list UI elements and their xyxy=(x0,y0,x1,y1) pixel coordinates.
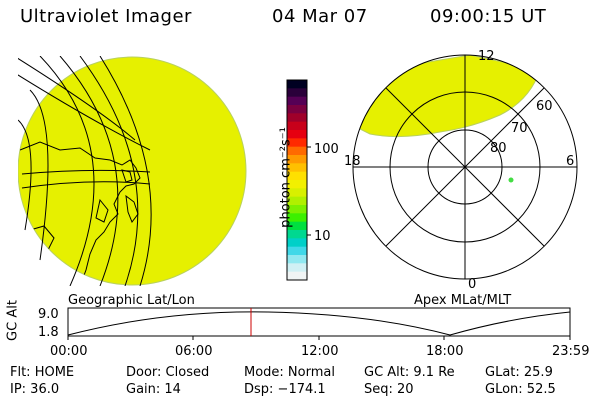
colorbar-segment xyxy=(287,171,307,181)
left-panel-caption: Geographic Lat/Lon xyxy=(68,293,195,308)
mlt-label-12: 12 xyxy=(478,49,495,64)
colorbar-segment xyxy=(287,88,307,98)
lat-label-70: 70 xyxy=(511,121,528,136)
colorbar-tick-100: 100 xyxy=(314,142,339,157)
altitude-frame xyxy=(67,307,571,337)
lat-label-80: 80 xyxy=(490,141,507,156)
info-ip: IP: 36.0 xyxy=(10,382,60,397)
colorbar-segment xyxy=(287,221,307,231)
meridian-diag-2 xyxy=(385,87,545,247)
altitude-curve xyxy=(67,311,571,336)
xtick-2359: 23:59 xyxy=(552,344,590,359)
time-label: 09:00:15 UT xyxy=(430,6,547,27)
altitude-ylabel: GC Alt xyxy=(5,300,21,341)
colorbar-segment xyxy=(287,138,307,148)
xtick-1800: 18:00 xyxy=(426,344,464,359)
colorbar-border xyxy=(286,79,308,281)
colorbar-segment xyxy=(287,121,307,131)
info-gain: Gain: 14 xyxy=(126,382,181,397)
info-mode: Mode: Normal xyxy=(244,365,335,380)
mlt-label-0: 0 xyxy=(468,277,476,292)
lat-label-60: 60 xyxy=(536,99,553,114)
polar-plot: 12 0 18 6 60 70 80 xyxy=(344,49,578,292)
info-dsp: Dsp: −174.1 xyxy=(244,382,326,397)
xtick-0600: 06:00 xyxy=(175,344,213,359)
observation-dot xyxy=(508,177,514,183)
date-label: 04 Mar 07 xyxy=(272,6,368,27)
colorbar-unit-label: photon cm⁻²s⁻¹ xyxy=(278,127,294,228)
colorbar-segment xyxy=(287,196,307,206)
info-glat: GLat: 25.9 xyxy=(485,365,553,380)
info-gc-alt: GC Alt: 9.1 Re xyxy=(364,365,455,380)
lat-lon-grid xyxy=(18,56,152,286)
colorbar-segment xyxy=(287,130,307,139)
geographic-map xyxy=(18,56,247,286)
mlt-label-6: 6 xyxy=(566,154,574,169)
colorbar-tick-10: 10 xyxy=(314,229,331,244)
info-flight: Flt: HOME xyxy=(10,365,75,380)
altitude-plot xyxy=(67,307,571,340)
altitude-xticks xyxy=(67,336,571,340)
colorbar-segment xyxy=(287,238,307,248)
instrument-title: Ultraviolet Imager xyxy=(20,6,192,27)
altitude-ytick-min: 1.8 xyxy=(38,325,59,340)
colorbar-segment xyxy=(287,180,307,189)
colorbar-segment xyxy=(287,213,307,223)
info-glon: GLon: 52.5 xyxy=(485,382,556,397)
colorbar xyxy=(286,79,311,281)
coastlines xyxy=(19,141,141,285)
right-panel-caption: Apex MLat/MLT xyxy=(414,293,512,308)
xtick-0000: 00:00 xyxy=(50,344,88,359)
colorbar-segment xyxy=(287,80,307,89)
colorbar-segment xyxy=(287,263,307,273)
info-door: Door: Closed xyxy=(126,365,210,380)
colorbar-segment xyxy=(287,271,307,281)
xtick-1200: 12:00 xyxy=(301,344,339,359)
altitude-ytick-max: 9.0 xyxy=(38,307,59,322)
colorbar-segment xyxy=(287,163,307,173)
colorbar-segment xyxy=(287,230,307,239)
colorbar-segment xyxy=(287,155,307,164)
info-seq: Seq: 20 xyxy=(364,382,414,397)
colorbar-segment xyxy=(287,246,307,256)
colorbar-segment xyxy=(287,113,307,123)
mlt-label-18: 18 xyxy=(344,154,361,169)
colorbar-segment xyxy=(287,255,307,264)
colorbar-segment xyxy=(287,146,307,156)
colorbar-segment xyxy=(287,205,307,214)
colorbar-segment xyxy=(287,105,307,114)
colorbar-segment xyxy=(287,96,307,106)
colorbar-segment xyxy=(287,188,307,198)
